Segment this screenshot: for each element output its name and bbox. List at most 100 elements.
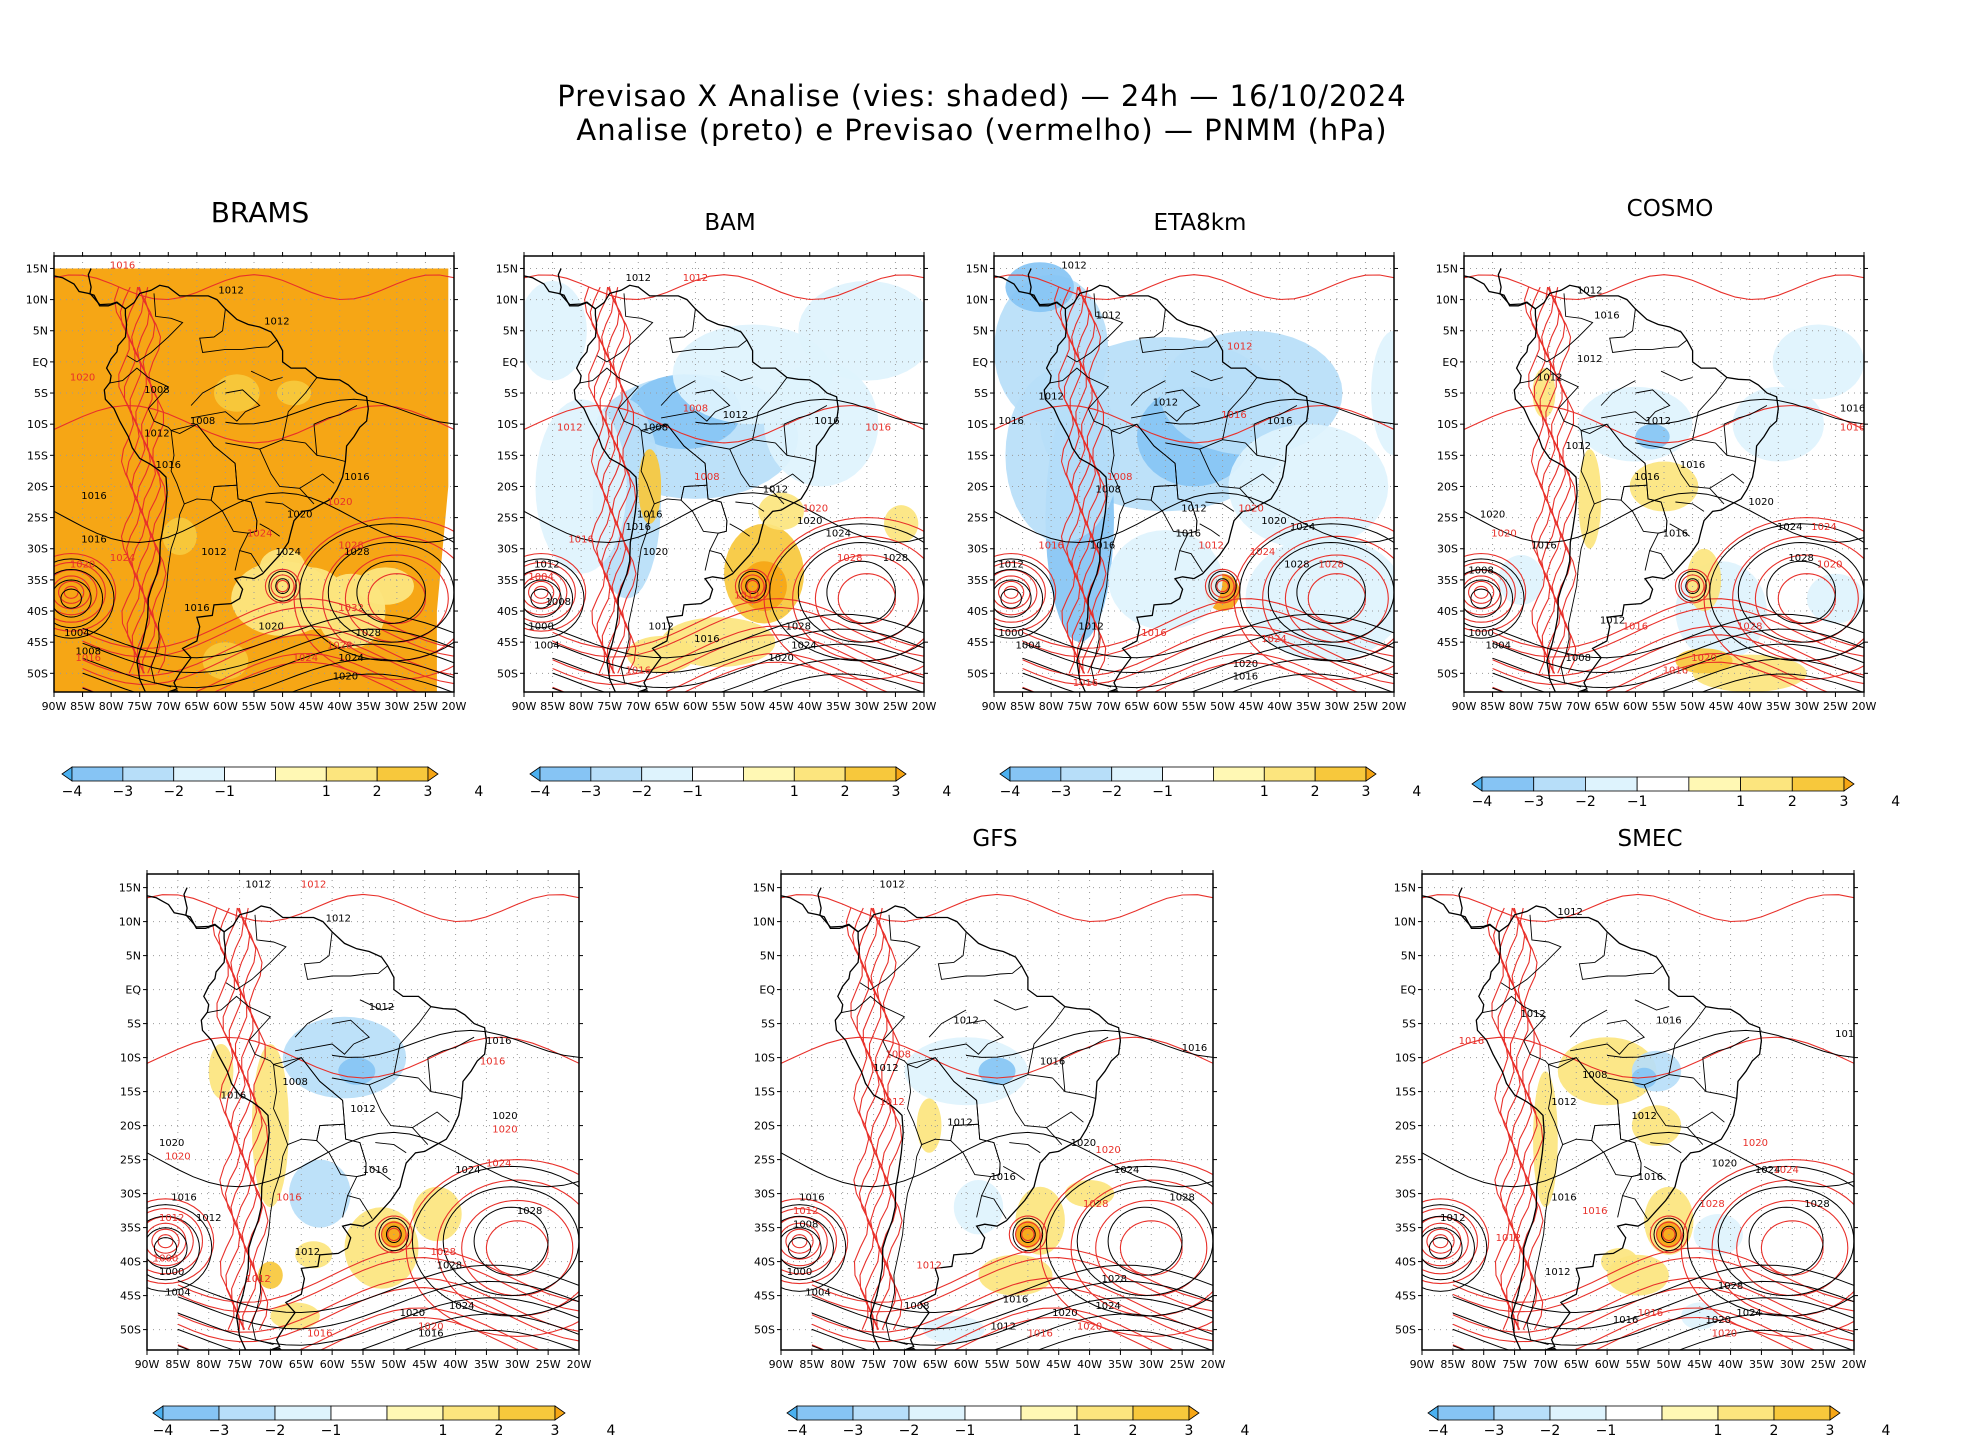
- colorbar-box: [1688, 776, 1741, 792]
- isobar-label-analysis: 1012: [1600, 615, 1625, 626]
- bias-patch: [214, 374, 260, 412]
- colorbar-labels: −4 −3 −2 −1 1 2 3 4: [530, 784, 952, 800]
- lon-tick-label: 85W: [1440, 1358, 1465, 1371]
- colorbar-box: [1162, 766, 1214, 782]
- isobar-label-analysis: 1024: [1777, 522, 1802, 533]
- lon-tick-label: 70W: [1533, 1358, 1558, 1371]
- lat-tick-label: 10S: [1437, 418, 1458, 431]
- lat-tick-label: 5N: [33, 325, 48, 338]
- colorbar-tick-label: 4: [1241, 1423, 1250, 1436]
- lat-tick-label: 30S: [120, 1188, 141, 1201]
- isobar-label-analysis: 1020: [1712, 1158, 1737, 1169]
- colorbar-box: [1213, 766, 1265, 782]
- colorbar-tick-label: −3: [209, 1423, 230, 1436]
- isobar-label-forecast: 1008: [1107, 472, 1132, 483]
- isobar-label-forecast: 1016: [480, 1056, 505, 1067]
- colorbar-boxes: [61, 766, 439, 782]
- colorbar-box: [1740, 776, 1793, 792]
- forecast-contours: [54, 274, 454, 692]
- lat-tick-label: 50S: [27, 667, 48, 680]
- lat-tick-label: 5S: [974, 387, 988, 400]
- lon-tick-label: 50W: [740, 700, 765, 713]
- lat-tick-label: 10S: [27, 418, 48, 431]
- analysis-contours: [1464, 398, 1864, 692]
- colorbar-tick-label: −2: [899, 1423, 920, 1436]
- isobar-label-analysis: 1028: [1169, 1192, 1194, 1203]
- isobar-label-analysis: 1012: [998, 559, 1023, 570]
- analysis-contours: [1422, 1029, 1854, 1350]
- isobar-label-forecast: 1016: [307, 1328, 332, 1339]
- isobar-label-analysis: 1012: [1440, 1213, 1465, 1224]
- forecast-contours: [147, 893, 579, 1350]
- coastlines: [781, 887, 1122, 1350]
- country-borders: [1481, 914, 1750, 1346]
- isobar-label-analysis: 1020: [1480, 510, 1505, 521]
- isobar-label-analysis: 1000: [1468, 628, 1493, 639]
- colorbar-box: [386, 1405, 444, 1421]
- colorbar-tick-label: 1: [790, 784, 799, 800]
- isobar-label-analysis: 1012: [879, 880, 904, 891]
- panel-title-smec: SMEC: [1617, 826, 1683, 852]
- lon-tick-label: 20W: [912, 700, 937, 713]
- isobar-label-analysis: 1012: [1061, 260, 1086, 271]
- lat-tick-label: 15N: [966, 262, 988, 275]
- colorbar-tick-label: −2: [631, 784, 652, 800]
- colorbar-box: [1791, 776, 1845, 792]
- colorbar-labels: −4 −3 −2 −1 1 2 3 4: [787, 1423, 1250, 1436]
- forecast-contours: [1422, 893, 1854, 1350]
- lat-tick-label: 45S: [1437, 636, 1458, 649]
- isobar-label-analysis: 1016: [814, 416, 839, 427]
- lon-tick-label: 90W: [135, 1358, 160, 1371]
- colorbar-tick-label: −2: [1575, 794, 1596, 810]
- lon-tick-label: 35W: [1749, 1358, 1774, 1371]
- bias-patch: [798, 280, 924, 381]
- lat-tick-label: 15S: [1437, 449, 1458, 462]
- colorbar-arrow-left: [61, 766, 73, 782]
- isobar-label-analysis: 1016: [1634, 472, 1659, 483]
- lon-tick-label: 50W: [1656, 1358, 1681, 1371]
- lat-tick-label: 35S: [1437, 574, 1458, 587]
- lon-tick-label: 75W: [597, 700, 622, 713]
- isobar-label-analysis: 1012: [144, 429, 169, 440]
- isobar-label-forecast: 1012: [1227, 341, 1252, 352]
- lon-tick-label: 35W: [826, 700, 851, 713]
- isobar-label-analysis: 1020: [258, 622, 283, 633]
- isobar-label-analysis: 1020: [1071, 1138, 1096, 1149]
- isobar-label-analysis: 1024: [276, 547, 301, 558]
- bias-patch: [524, 280, 587, 381]
- lon-tick-label: 55W: [985, 1358, 1010, 1371]
- axis-ticks: 90W 85W 80W 75W 70W 65W 60W 55W 50W 45W 40W 35W 30W 2…: [119, 870, 592, 1371]
- isobar-label-forecast: 1016: [1582, 1206, 1607, 1217]
- isobar-label-forecast: 1016: [1623, 622, 1648, 633]
- lon-tick-label: 60W: [213, 700, 238, 713]
- isobar-label-forecast: 1020: [1743, 1138, 1768, 1149]
- isobar-label-analysis: 1024: [1736, 1308, 1761, 1319]
- isobar-label-analysis: 1020: [159, 1138, 184, 1149]
- colorbar-smec: −4 −3 −2 −1 1 2 3 4: [1427, 1405, 1891, 1436]
- isobar-label-analysis: 1008: [546, 597, 571, 608]
- colorbar-untitled: −4 −3 −2 −1 1 2 3 4: [152, 1405, 616, 1436]
- bias-patch: [412, 1186, 462, 1242]
- isobar-label-analysis: 1016: [344, 472, 369, 483]
- lat-tick-label: 35S: [754, 1222, 775, 1235]
- lon-tick-label: 30W: [854, 700, 879, 713]
- isobar-label-forecast: 1012: [1198, 541, 1223, 552]
- colorbar-box: [224, 766, 276, 782]
- lon-tick-label: 40W: [443, 1358, 468, 1371]
- colorbar-box: [539, 766, 592, 782]
- lon-tick-label: 50W: [270, 700, 295, 713]
- lat-tick-label: 5N: [973, 325, 988, 338]
- lon-tick-label: 35W: [356, 700, 381, 713]
- isobar-label-analysis: 1012: [1566, 441, 1591, 452]
- isobar-label-analysis: 1016: [1090, 541, 1115, 552]
- coastlines: [1422, 887, 1763, 1350]
- isobar-label-analysis: 1020: [1233, 659, 1258, 670]
- isobar-label-analysis: 1012: [990, 1322, 1015, 1333]
- isobar-label-forecast: 1016: [1141, 628, 1166, 639]
- colorbar-box: [1111, 766, 1163, 782]
- isobar-label-analysis: 1008: [76, 647, 101, 658]
- bias-patch: [338, 1057, 376, 1085]
- colorbar-box: [852, 1405, 910, 1421]
- lon-tick-label: 35W: [1108, 1358, 1133, 1371]
- colorbar-box: [1605, 1405, 1663, 1421]
